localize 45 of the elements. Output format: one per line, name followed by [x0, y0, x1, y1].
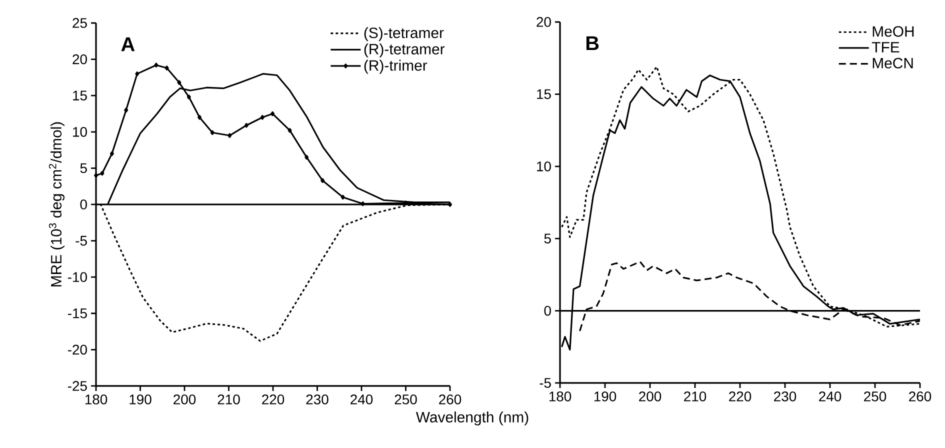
legend-label: MeCN [872, 58, 913, 68]
x-tick-label: 180 [549, 391, 572, 402]
x-tick-label: 190 [130, 394, 152, 404]
x-tick-label: 210 [218, 394, 240, 404]
y-tick-label: 0 [80, 200, 87, 210]
y-tick-label: 0 [544, 306, 551, 316]
y-tick-label: -15 [68, 308, 87, 318]
x-tick-label: 240 [350, 394, 373, 404]
y-tick-label: -25 [68, 381, 87, 391]
legend-label: TFE [872, 42, 900, 52]
x-tick-label: 250 [394, 394, 417, 404]
y-tick-label: -10 [68, 272, 87, 282]
x-tick-label: 220 [262, 394, 284, 404]
x-tick-label: 200 [174, 394, 196, 404]
x-tick-label: 260 [439, 394, 462, 404]
y-tick-label: 5 [544, 234, 551, 244]
x-tick-label: 190 [594, 391, 616, 402]
x-tick-label: 250 [864, 391, 886, 402]
y-tick-label: 20 [536, 17, 551, 27]
x-tick-label: 220 [729, 391, 752, 402]
legend-label: (S)-tetramer [364, 27, 444, 42]
annotation: A [121, 37, 135, 52]
legend-label: (R)-trimer [364, 60, 428, 74]
x-tick-label: 230 [306, 394, 328, 404]
x-tick-label: 260 [909, 391, 932, 402]
y-tick-label: 10 [537, 161, 551, 172]
x-tick-label: 180 [85, 394, 108, 404]
y-tick-label: 25 [72, 18, 87, 28]
x-tick-label: 200 [639, 391, 662, 402]
y-tick-label: 15 [537, 89, 551, 100]
y-tick-label: 5 [80, 163, 87, 174]
y-tick-label: -5 [540, 378, 551, 388]
y-tick-label: -5 [76, 236, 87, 246]
x-axis-title: Wavelength (nm) [416, 412, 528, 426]
legend-label: (R)-tetramer [364, 43, 445, 58]
y-axis-title: MRE (10$^{3}$ deg cm$^{2}$/dmol) [48, 122, 64, 286]
y-tick-label: 20 [72, 54, 87, 64]
y-tick-label: -20 [68, 344, 87, 355]
x-tick-label: 230 [774, 391, 796, 402]
x-tick-label: 210 [684, 391, 706, 402]
x-tick-label: 240 [819, 391, 842, 402]
annotation: B [586, 36, 599, 50]
y-tick-label: 15 [73, 90, 87, 100]
y-tick-label: 10 [73, 126, 87, 137]
legend-label: MeOH [872, 26, 914, 37]
